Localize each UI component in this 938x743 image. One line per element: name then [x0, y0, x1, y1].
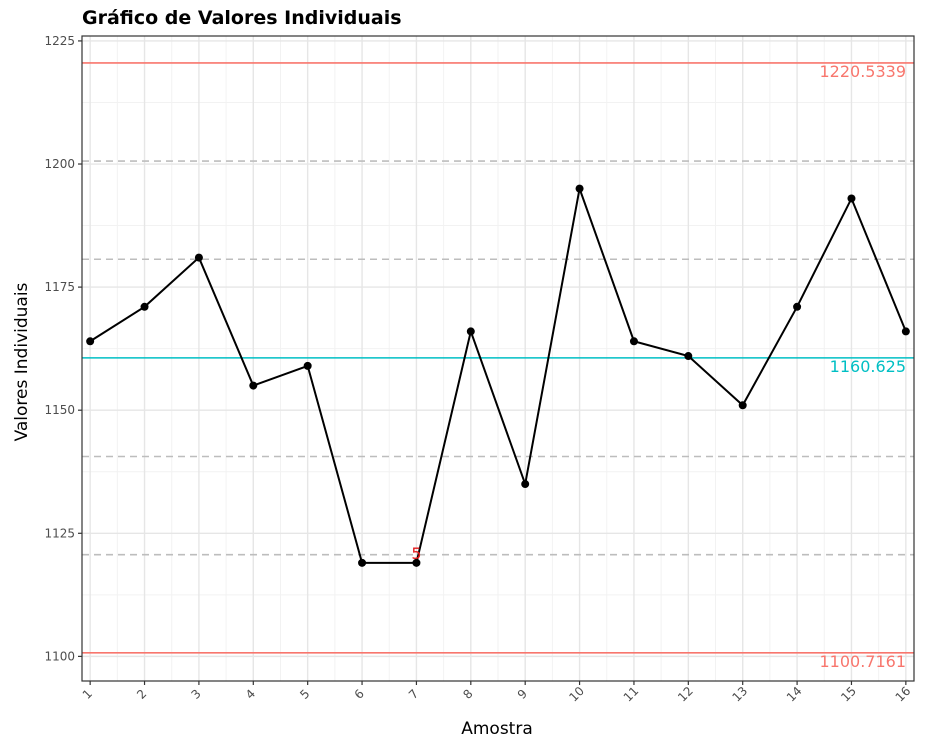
data-point	[901, 327, 910, 336]
x-tick-label: 16	[893, 684, 914, 705]
x-tick-label: 8	[460, 687, 475, 702]
y-axis-title: Valores Individuais	[12, 282, 32, 441]
sigma-lines	[82, 160, 914, 556]
x-tick-label: 11	[621, 684, 642, 705]
data-point	[521, 480, 530, 489]
data-point	[575, 184, 584, 193]
x-tick-label: 12	[675, 684, 696, 705]
x-tick-label: 15	[838, 684, 859, 705]
y-tick-label: 1125	[44, 526, 75, 540]
x-tick-label: 10	[566, 684, 587, 705]
data-point	[629, 337, 638, 346]
x-axis-title: Amostra	[461, 719, 533, 739]
data-point	[194, 253, 203, 262]
x-tick-label: 3	[188, 687, 203, 702]
x-tick-label: 14	[784, 684, 805, 705]
x-tick-label: 4	[243, 687, 258, 702]
data-point	[412, 558, 421, 567]
y-axis-ticks: 1100 1125 1150 1175 1200 1225	[44, 34, 82, 663]
flag-labels: 5	[411, 544, 421, 563]
y-tick-label: 1100	[44, 649, 75, 663]
center-line-label: 1160.625	[830, 357, 906, 376]
data-point	[303, 361, 312, 370]
y-tick-label: 1175	[44, 280, 75, 294]
data-point	[358, 558, 367, 567]
x-tick-label: 2	[134, 687, 149, 702]
y-tick-label: 1150	[44, 403, 75, 417]
data-point	[684, 352, 693, 361]
data-point	[738, 401, 747, 410]
series-line	[89, 184, 907, 564]
flag-label: 5	[411, 544, 421, 563]
x-tick-label: 1	[80, 687, 95, 702]
upper-control-limit-label: 1220.5339	[819, 62, 906, 81]
x-tick-label: 7	[406, 687, 421, 702]
chart-title: Gráfico de Valores Individuais	[82, 7, 402, 29]
x-tick-label: 5	[297, 687, 312, 702]
data-point	[86, 337, 95, 346]
data-point	[466, 327, 475, 336]
data-point	[249, 381, 258, 390]
data-point	[140, 302, 149, 311]
panel-border	[81, 35, 915, 682]
x-tick-label: 13	[730, 684, 751, 705]
data-points	[86, 184, 910, 567]
data-point	[793, 302, 802, 311]
y-tick-label: 1200	[44, 157, 75, 171]
x-axis-ticks: 1 2 3 4 5 6 7 8 9 10 11 12 13 14 15 16	[80, 681, 914, 705]
lower-control-limit-label: 1100.7161	[819, 652, 906, 671]
data-point	[847, 194, 856, 203]
y-tick-label: 1225	[44, 34, 75, 48]
x-tick-label: 6	[352, 687, 367, 702]
x-tick-label: 9	[515, 687, 530, 702]
